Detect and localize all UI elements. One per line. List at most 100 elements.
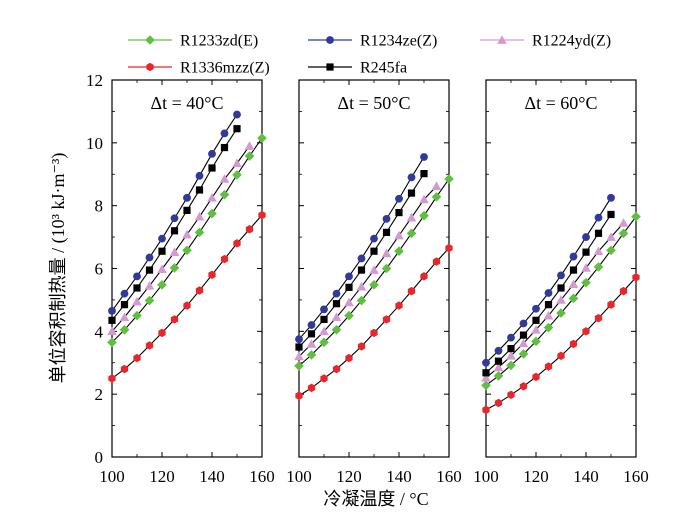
series — [107, 133, 267, 348]
data-point — [557, 284, 565, 292]
series-line — [298, 156, 425, 340]
series — [294, 181, 442, 361]
data-point — [320, 374, 328, 383]
y-tick-label: 6 — [95, 260, 104, 279]
data-point — [207, 193, 217, 202]
data-point — [332, 364, 341, 374]
data-point — [406, 228, 417, 239]
data-point — [232, 158, 242, 168]
data-point — [507, 345, 515, 353]
data-point — [569, 339, 578, 349]
data-point — [158, 234, 166, 243]
series — [482, 193, 615, 367]
data-point — [233, 110, 241, 119]
data-point — [394, 230, 404, 240]
data-point — [207, 208, 217, 219]
panel-label: Δt = 40°C — [151, 93, 224, 113]
data-point — [294, 361, 304, 371]
data-point — [582, 233, 590, 241]
x-tick-label: 140 — [573, 467, 599, 486]
data-point — [258, 210, 266, 220]
series-line — [298, 185, 437, 357]
data-point — [581, 263, 591, 272]
data-point — [219, 174, 230, 183]
legend-item: R245fa — [308, 60, 407, 77]
data-point — [607, 193, 615, 202]
data-point — [507, 390, 515, 399]
data-point — [582, 327, 590, 336]
data-point — [107, 337, 117, 348]
data-point — [195, 171, 204, 180]
series — [295, 243, 453, 400]
data-point — [344, 297, 354, 307]
data-point — [381, 263, 392, 274]
data-point — [170, 214, 179, 223]
data-point — [306, 350, 317, 360]
data-point — [506, 351, 516, 360]
data-point — [382, 228, 391, 236]
data-point — [381, 248, 392, 258]
data-point — [119, 312, 130, 322]
data-point — [144, 295, 155, 306]
panel-frame — [111, 79, 263, 458]
data-point — [108, 316, 116, 324]
data-point — [532, 372, 540, 382]
data-point — [294, 351, 304, 361]
data-point — [332, 289, 341, 298]
data-point — [145, 253, 154, 262]
data-point — [493, 362, 504, 372]
panel-frame — [485, 79, 637, 458]
data-point — [257, 133, 267, 143]
data-point — [132, 296, 142, 306]
series — [295, 153, 428, 344]
data-point — [120, 289, 129, 298]
legend-item: R1234ze(Z) — [308, 33, 437, 50]
data-point — [244, 151, 255, 161]
series — [481, 218, 629, 382]
data-point — [482, 369, 490, 377]
data-point — [332, 300, 341, 308]
legend-marker — [326, 36, 334, 44]
data-point — [345, 353, 353, 363]
data-point — [194, 227, 205, 238]
data-point — [531, 324, 541, 334]
data-point — [618, 228, 629, 239]
data-point — [244, 141, 255, 150]
data-point — [108, 374, 116, 383]
x-tick-label: 120 — [336, 467, 362, 486]
data-point — [182, 229, 192, 239]
data-point — [593, 246, 604, 256]
data-point — [158, 328, 166, 338]
data-point — [631, 211, 641, 222]
series — [108, 210, 266, 383]
data-point — [195, 186, 204, 194]
data-point — [144, 280, 155, 290]
data-point — [183, 206, 191, 214]
y-tick-label: 4 — [95, 322, 104, 341]
data-point — [108, 307, 116, 315]
data-point — [582, 248, 590, 256]
data-point — [233, 239, 241, 248]
data-point — [394, 246, 404, 257]
data-point — [145, 341, 154, 350]
data-point — [208, 164, 216, 172]
x-tick-label: 120 — [523, 467, 549, 486]
data-point — [519, 319, 528, 328]
data-point — [120, 301, 129, 309]
y-tick-label: 10 — [86, 134, 103, 153]
series-line — [485, 222, 624, 379]
data-point — [543, 310, 554, 320]
series-line — [111, 214, 263, 379]
legend-marker — [146, 62, 154, 72]
data-point — [519, 382, 528, 391]
data-point — [407, 189, 416, 197]
data-point — [594, 313, 603, 323]
data-point — [556, 295, 566, 304]
panel-label: Δt = 50°C — [338, 93, 411, 113]
data-point — [507, 333, 515, 342]
panel: 0 2 4 6 8 10 12 100 120 140 160 Δt = 40°C — [86, 71, 275, 486]
data-point — [357, 266, 366, 274]
data-point — [519, 331, 528, 339]
data-point — [420, 170, 428, 178]
